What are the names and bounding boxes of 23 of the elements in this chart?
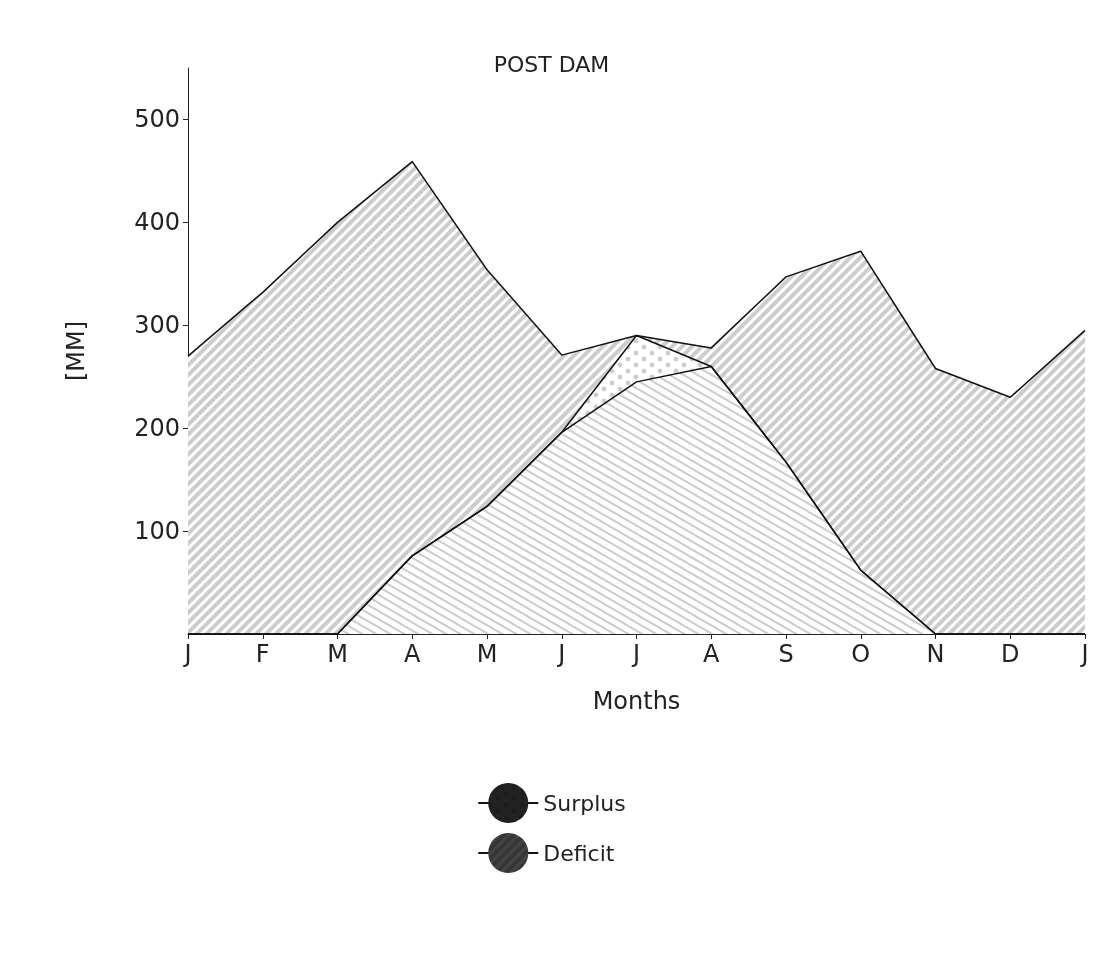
y-tick-label: 100 xyxy=(134,517,180,546)
x-tick-label: N xyxy=(926,640,945,668)
x-tick-label: A xyxy=(404,640,422,668)
x-tick-label: J xyxy=(556,640,566,668)
x-tick-label: J xyxy=(630,640,641,668)
x-tick-label: M xyxy=(476,640,498,668)
y-tick-label: 200 xyxy=(134,414,180,443)
x-tick-label: M xyxy=(327,640,348,668)
y-tick-label: 500 xyxy=(134,105,180,134)
x-tick-label: A xyxy=(703,640,721,668)
chart-title: POST DAM xyxy=(493,51,610,77)
legend-label: Surplus xyxy=(543,790,626,816)
x-tick-label: O xyxy=(851,640,871,668)
x-axis-title: Months xyxy=(592,687,681,715)
legend-label: Deficit xyxy=(543,840,615,866)
x-tick-label: F xyxy=(255,640,270,668)
x-tick-label: D xyxy=(1001,640,1020,668)
y-tick-label: 400 xyxy=(134,208,180,237)
x-tick-label: J xyxy=(1079,640,1089,668)
x-tick-label: S xyxy=(778,640,794,668)
x-tick-label: J xyxy=(182,640,192,668)
y-axis-title: [MM] xyxy=(62,320,90,382)
y-tick-label: 300 xyxy=(134,311,180,340)
